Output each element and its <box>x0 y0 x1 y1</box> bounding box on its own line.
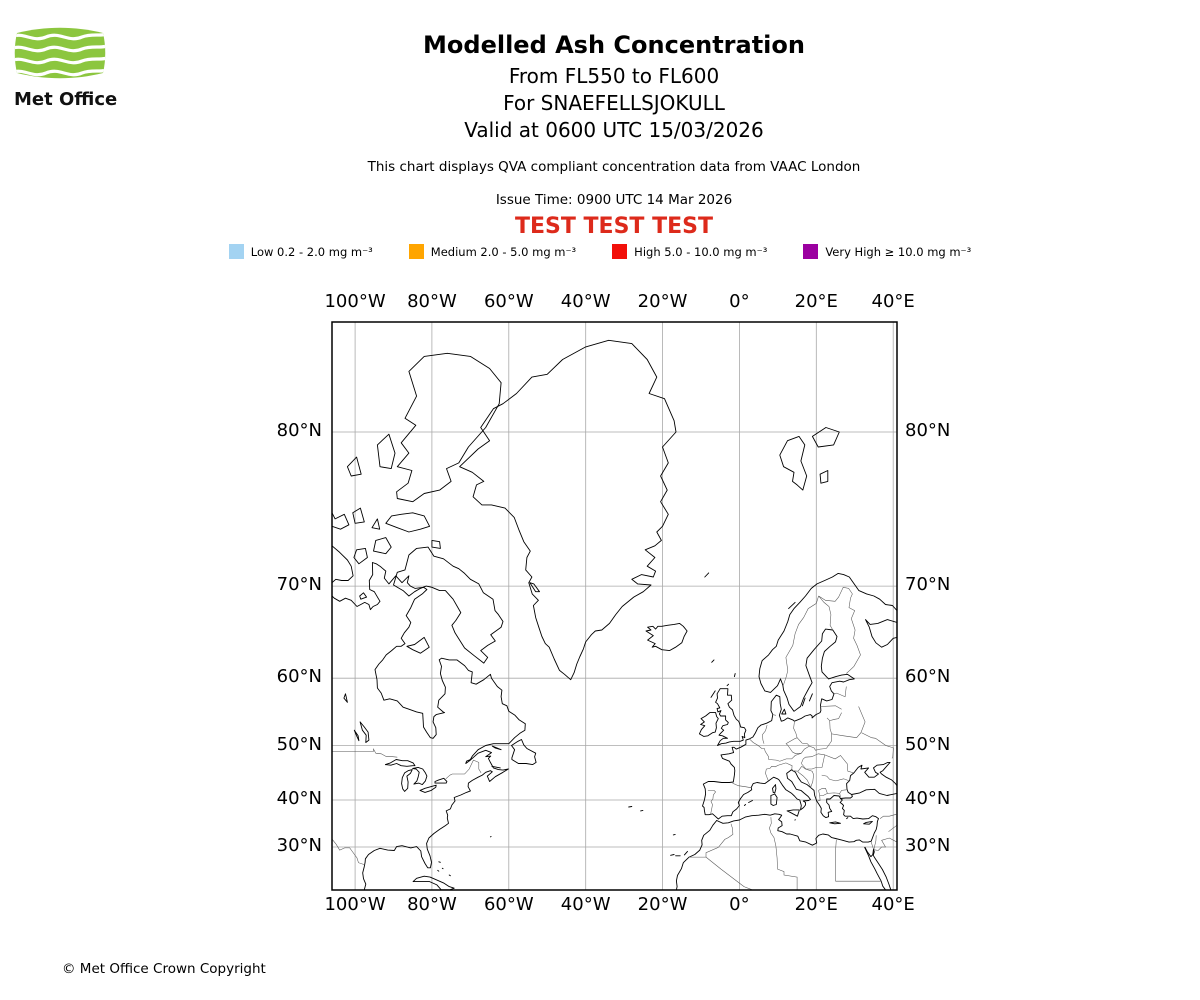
lon-label-bottom: 20°E <box>794 894 838 915</box>
test-banner: TEST TEST TEST <box>515 214 713 239</box>
lon-label-top: 40°E <box>871 291 915 312</box>
issue-time: Issue Time: 0900 UTC 14 Mar 2026 <box>495 192 733 208</box>
legend-item-high: High 5.0 - 10.0 mg m⁻³ <box>612 244 767 259</box>
title-block: Modelled Ash Concentration From FL550 to… <box>28 0 1200 240</box>
lat-label-left: 40°N <box>276 788 322 810</box>
legend: Low 0.2 - 2.0 mg m⁻³ Medium 2.0 - 5.0 mg… <box>0 244 1200 259</box>
lon-label-bottom: 60°W <box>483 894 534 915</box>
legend-item-very-high: Very High ≥ 10.0 mg m⁻³ <box>803 244 971 259</box>
legend-swatch-medium <box>408 244 424 259</box>
lon-label-top: 20°E <box>794 291 838 312</box>
met-office-logo: Met Office <box>14 24 134 110</box>
lat-label-left: 50°N <box>276 733 322 755</box>
lat-label-left: 60°N <box>276 666 322 688</box>
lat-label-left: 80°N <box>276 419 322 441</box>
legend-item-low: Low 0.2 - 2.0 mg m⁻³ <box>228 244 373 259</box>
lat-label-left: 70°N <box>276 574 322 596</box>
legend-swatch-high <box>612 244 628 259</box>
legend-swatch-low <box>228 244 244 259</box>
lon-label-top: 80°W <box>407 291 457 312</box>
legend-label-medium: Medium 2.0 - 5.0 mg m⁻³ <box>430 244 577 259</box>
lon-label-top: 60°W <box>483 291 534 312</box>
lon-label-bottom: 40°E <box>871 894 915 915</box>
volcano-name: For SNAEFELLSJOKULL <box>503 91 725 115</box>
qva-compliance-note: This chart displays QVA compliant concen… <box>367 159 861 175</box>
flight-level-range: From FL550 to FL600 <box>508 64 720 88</box>
lon-label-top: 100°W <box>324 291 386 312</box>
lat-label-right: 30°N <box>905 835 951 856</box>
lon-label-bottom: 80°W <box>407 894 457 915</box>
legend-label-high: High 5.0 - 10.0 mg m⁻³ <box>634 244 768 259</box>
lat-label-right: 60°N <box>905 666 951 688</box>
lat-label-right: 40°N <box>905 788 951 810</box>
lat-label-right: 50°N <box>905 733 951 755</box>
copyright: © Met Office Crown Copyright <box>62 961 266 977</box>
lon-label-bottom: 100°W <box>324 894 386 915</box>
met-office-logo-text: Met Office <box>14 89 118 110</box>
lon-label-top: 20°W <box>637 291 688 312</box>
lon-label-top: 0° <box>729 291 750 312</box>
lat-label-right: 80°N <box>905 419 951 441</box>
legend-label-very-high: Very High ≥ 10.0 mg m⁻³ <box>825 244 972 259</box>
valid-time: Valid at 0600 UTC 15/03/2026 <box>464 118 764 142</box>
page-title: Modelled Ash Concentration <box>423 31 805 59</box>
met-office-logo-mark <box>14 27 106 79</box>
lat-label-left: 30°N <box>276 835 322 856</box>
lon-label-bottom: 20°W <box>637 894 688 915</box>
legend-label-low: Low 0.2 - 2.0 mg m⁻³ <box>250 244 373 259</box>
lon-label-bottom: 0° <box>729 894 750 915</box>
legend-swatch-very-high <box>803 244 819 259</box>
lon-label-bottom: 40°W <box>560 894 611 915</box>
legend-item-medium: Medium 2.0 - 5.0 mg m⁻³ <box>408 244 577 259</box>
lon-label-top: 40°W <box>560 291 611 312</box>
lat-label-right: 70°N <box>905 574 951 596</box>
